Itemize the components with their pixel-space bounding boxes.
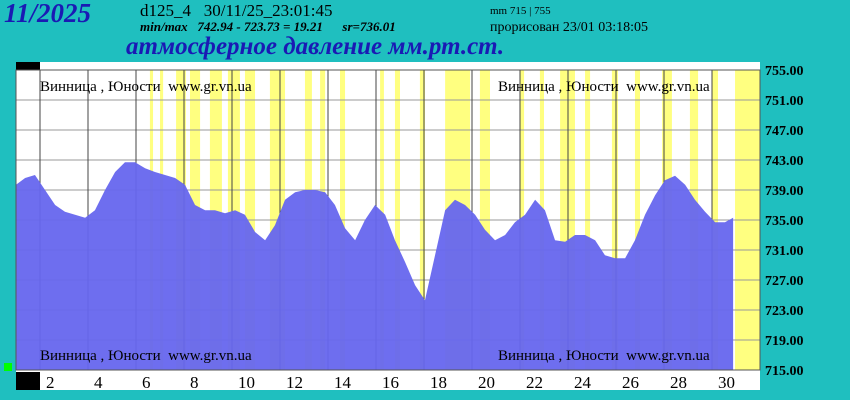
y-tick-label: 735.00: [765, 214, 804, 229]
x-tick-label: 20: [478, 373, 495, 392]
plot-frame: [15, 69, 761, 371]
x-tick-label: 6: [142, 373, 151, 392]
watermark: Винница , Юности www.gr.vn.ua: [40, 79, 252, 95]
y-tick-label: 747.00: [765, 124, 804, 139]
y-tick-label: 723.00: [765, 304, 804, 319]
station: d125_4 30/11/25_23:01:45: [140, 1, 333, 20]
x-tick-label: 22: [526, 373, 543, 392]
corner: [16, 372, 40, 390]
x-tick-label: 16: [382, 373, 399, 392]
corner: [16, 62, 40, 70]
x-tick-label: 2: [46, 373, 55, 392]
watermark: Винница , Юности www.gr.vn.ua: [40, 348, 252, 364]
period: 11/2025: [4, 0, 91, 28]
x-tick-label: 12: [286, 373, 303, 392]
y-tick-label: 739.00: [765, 184, 804, 199]
x-tick-label: 28: [670, 373, 687, 392]
y-tick-label: 751.00: [765, 94, 804, 109]
x-tick-label: 14: [334, 373, 352, 392]
chart-title: атмосферное давление мм.рт.ст.: [126, 33, 504, 60]
y-tick-label: 731.00: [765, 244, 804, 259]
x-tick-label: 30: [718, 373, 735, 392]
x-tick-label: 26: [622, 373, 639, 392]
x-tick-label: 8: [190, 373, 199, 392]
x-tick-label: 24: [574, 373, 592, 392]
x-tick-label: 10: [238, 373, 255, 392]
range: mm 715 | 755: [490, 5, 551, 17]
watermark: Винница , Юности www.gr.vn.ua: [498, 348, 710, 364]
watermark: Винница , Юности www.gr.vn.ua: [498, 79, 710, 95]
y-tick-label: 719.00: [765, 334, 804, 349]
y-tick-label: 755.00: [765, 64, 804, 79]
pressure-area: [16, 162, 734, 370]
y-tick-label: 743.00: [765, 154, 804, 169]
x-tick-label: 4: [94, 373, 103, 392]
y-tick-label: 715.00: [765, 364, 804, 379]
y-tick-label: 727.00: [765, 274, 804, 289]
rendered: прорисован 23/01 03:18:05: [490, 20, 648, 35]
stats: min/max 742.94 - 723.73 = 19.21 sr=736.0…: [140, 19, 396, 34]
indicator: [4, 363, 12, 371]
x-tick-label: 18: [430, 373, 447, 392]
